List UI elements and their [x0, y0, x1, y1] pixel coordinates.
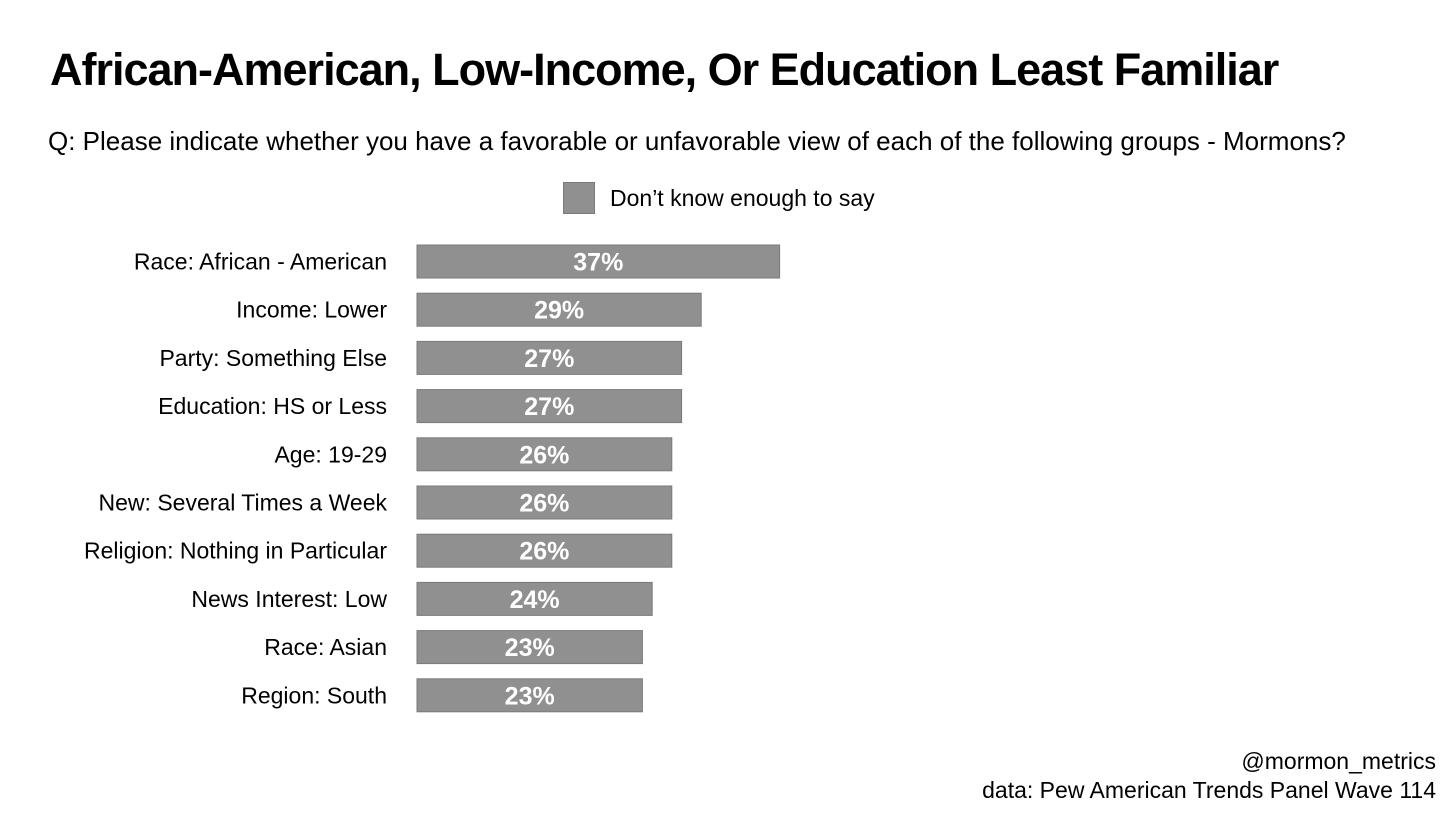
category-label: Party: Something Else — [159, 345, 387, 371]
chart-title: African-American, Low-Income, Or Educati… — [50, 44, 1279, 95]
chart-subtitle: Q: Please indicate whether you have a fa… — [48, 126, 1346, 156]
bar-value-label: 23% — [505, 682, 555, 710]
bar-value-label: 24% — [510, 586, 560, 614]
category-label: New: Several Times a Week — [99, 490, 388, 516]
bar — [416, 244, 781, 279]
legend-label: Don’t know enough to say — [610, 184, 875, 211]
bar — [416, 340, 683, 375]
bar — [416, 292, 702, 327]
bar-value-label: 26% — [519, 441, 569, 469]
bar — [416, 437, 673, 472]
legend-swatch — [563, 182, 595, 214]
bar-value-label: 26% — [519, 490, 569, 518]
category-label: Education: HS or Less — [158, 393, 387, 419]
category-label: Race: Asian — [264, 634, 387, 660]
bar-value-label: 27% — [524, 393, 574, 421]
category-label: Age: 19-29 — [274, 441, 387, 467]
category-label: Race: African - American — [134, 249, 387, 275]
bar — [416, 485, 673, 520]
bar-value-label: 26% — [519, 538, 569, 566]
bar — [416, 678, 643, 713]
category-label: Region: South — [241, 682, 387, 708]
bar — [416, 389, 683, 424]
bar-value-label: 27% — [524, 345, 574, 373]
bar — [416, 581, 653, 616]
bar-value-label: 29% — [534, 297, 584, 325]
bar — [416, 533, 673, 568]
category-label: News Interest: Low — [191, 586, 387, 612]
bar-value-label: 37% — [573, 249, 623, 277]
footer-source: data: Pew American Trends Panel Wave 114 — [982, 777, 1436, 803]
category-label: Religion: Nothing in Particular — [84, 538, 387, 564]
category-label: Income: Lower — [236, 297, 387, 323]
bar — [416, 630, 643, 665]
legend: Don’t know enough to say — [563, 182, 875, 214]
bar-value-label: 23% — [505, 634, 555, 662]
footer-handle: @mormon_metrics — [1241, 748, 1436, 774]
